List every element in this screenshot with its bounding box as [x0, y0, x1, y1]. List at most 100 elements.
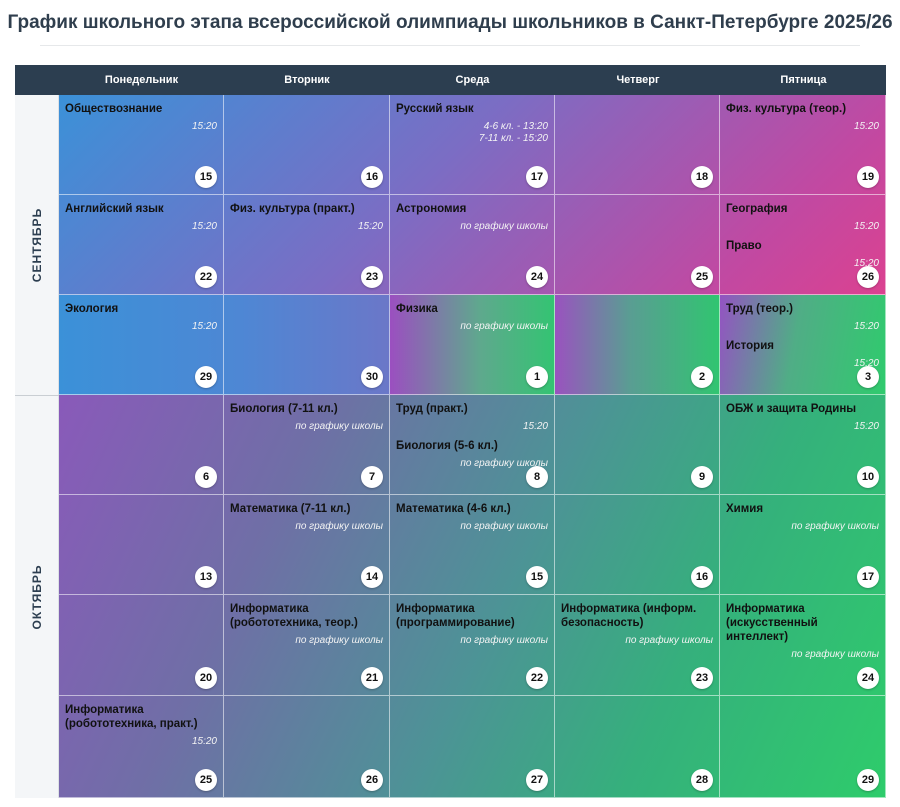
- day-number-badge: 1: [526, 366, 548, 388]
- day-number-badge: 18: [691, 166, 713, 188]
- event-subject: Английский язык: [65, 203, 164, 215]
- day-number-badge: 7: [361, 466, 383, 488]
- day-number-badge: 8: [526, 466, 548, 488]
- event-subject: Обществознание: [65, 103, 163, 115]
- day-number-badge: 16: [691, 566, 713, 588]
- day-number-badge: 15: [195, 166, 217, 188]
- calendar-day-cell: 28: [555, 696, 720, 798]
- calendar-day-cell: Астрономия по графику школы 24: [390, 195, 555, 295]
- calendar-day-cell: 18: [555, 95, 720, 195]
- event-time: 15:20: [853, 258, 879, 269]
- event-subject: Биология (7-11 кл.): [230, 403, 338, 415]
- event-time: по графику школы: [460, 521, 548, 532]
- calendar-day-cell: 30: [224, 295, 390, 395]
- calendar-day-cell: ОБЖ и защита Родины 15:20 10: [720, 395, 886, 495]
- page-title: График школьного этапа всероссийской оли…: [7, 12, 893, 33]
- title-divider: [40, 45, 860, 46]
- calendar-day-cell: 9: [555, 395, 720, 495]
- calendar-day-cell: 20: [59, 595, 224, 696]
- calendar-day-cell: Информатика (информ. безопасность) по гра…: [555, 595, 720, 696]
- event-subject: Астрономия: [396, 203, 467, 215]
- calendar-day-cell: 6: [59, 395, 224, 495]
- event-time: 15:20: [853, 421, 879, 432]
- month-label-october: ОКТЯБРЬ: [15, 396, 59, 798]
- calendar-day-cell: Труд (теор.) 15:20 История 15:20 3: [720, 295, 886, 395]
- day-number-badge: 26: [361, 769, 383, 791]
- event-time: 15:20: [853, 121, 879, 132]
- event-subject: Русский язык: [396, 103, 474, 115]
- event-time: по графику школы: [295, 635, 383, 646]
- day-number-badge: 17: [526, 166, 548, 188]
- day-number-badge: 26: [857, 266, 879, 288]
- event-time: 15:20: [191, 736, 217, 747]
- event-subject: ОБЖ и защита Родины: [726, 403, 857, 415]
- month-divider: [15, 395, 59, 396]
- event-time: по графику школы: [295, 421, 383, 432]
- weekday-thursday: Четверг: [616, 74, 660, 86]
- calendar-day-cell: 27: [390, 696, 555, 798]
- day-number-badge: 29: [195, 366, 217, 388]
- month-name: ОКТЯБРЬ: [29, 564, 44, 630]
- calendar-day-cell: Информатика (робототехника, практ.) 15:20…: [59, 696, 224, 798]
- day-number-badge: 25: [691, 266, 713, 288]
- day-number-badge: 23: [691, 667, 713, 689]
- event-subject: Информатика (робототехника, практ.): [65, 704, 198, 730]
- event-time: 15:20: [191, 221, 217, 232]
- event-subject: Труд (теор.): [726, 303, 793, 315]
- day-number-badge: 22: [195, 266, 217, 288]
- calendar-day-cell: Биология (7-11 кл.) по графику школы 7: [224, 395, 390, 495]
- calendar-day-cell: 16: [555, 495, 720, 595]
- event-time: 15:20: [357, 221, 383, 232]
- day-number-badge: 10: [857, 466, 879, 488]
- transition-gradient-left: [59, 295, 390, 395]
- event-subject: Математика (4-6 кл.): [396, 503, 511, 515]
- event-subject: Информатика (программирование): [396, 603, 515, 629]
- day-number-badge: 2: [691, 366, 713, 388]
- event-time: по графику школы: [460, 321, 548, 332]
- day-number-badge: 13: [195, 566, 217, 588]
- day-number-badge: 24: [526, 266, 548, 288]
- event-time: 15:20: [853, 321, 879, 332]
- event-subject: Физ. культура (практ.): [230, 203, 355, 215]
- calendar-day-cell: География 15:20 Право 15:20 26: [720, 195, 886, 295]
- event-time: 15:20: [853, 358, 879, 369]
- day-number-badge: 19: [857, 166, 879, 188]
- day-number-badge: 17: [857, 566, 879, 588]
- event-time: по графику школы: [460, 458, 548, 469]
- calendar-day-cell: Химия по графику школы 17: [720, 495, 886, 595]
- event-subject: Физ. культура (теор.): [726, 103, 847, 115]
- event-subject: Труд (практ.): [396, 403, 468, 415]
- calendar-day-cell: 25: [555, 195, 720, 295]
- event-time: по графику школы: [791, 521, 879, 532]
- calendar-day-cell: 13: [59, 495, 224, 595]
- event-time: по графику школы: [295, 521, 383, 532]
- event-time: 15:20: [191, 321, 217, 332]
- day-number-badge: 29: [857, 769, 879, 791]
- event-subject: Химия: [726, 503, 764, 515]
- weekday-header: Понедельник Вторник Среда Четверг Пятниц…: [15, 65, 886, 95]
- calendar-day-cell: Математика (7-11 кл.) по графику школы 14: [224, 495, 390, 595]
- event-subject: Экология: [65, 303, 119, 315]
- day-number-badge: 21: [361, 667, 383, 689]
- event-subject: Математика (7-11 кл.): [230, 503, 351, 515]
- event-subject: Информатика (робототехника, теор.): [230, 603, 358, 629]
- day-number-badge: 27: [526, 769, 548, 791]
- day-number-badge: 25: [195, 769, 217, 791]
- event-subject: Физика: [396, 303, 438, 315]
- day-number-badge: 24: [857, 667, 879, 689]
- month-label-september: СЕНТЯБРЬ: [15, 95, 59, 395]
- calendar-day-cell: Обществознание 15:20 15: [59, 95, 224, 195]
- event-time: 15:20: [191, 121, 217, 132]
- calendar-day-cell: Английский язык 15:20 22: [59, 195, 224, 295]
- calendar-day-cell: Информатика (программирование) по графику…: [390, 595, 555, 696]
- calendar-day-cell: 26: [224, 696, 390, 798]
- weekday-friday: Пятница: [780, 74, 827, 86]
- event-time: 15:20: [853, 221, 879, 232]
- calendar-day-cell: Экология 15:20 29: [59, 295, 224, 395]
- event-time: 7-11 кл. - 15:20: [478, 133, 548, 144]
- event-subject: Право: [726, 240, 762, 252]
- event-time: по графику школы: [460, 635, 548, 646]
- calendar-grid: Обществознание 15:20 15 16 Русский язык 4-6 к…: [59, 95, 886, 798]
- day-number-badge: 14: [361, 566, 383, 588]
- event-time: 4-6 кл. - 13:20: [483, 121, 548, 132]
